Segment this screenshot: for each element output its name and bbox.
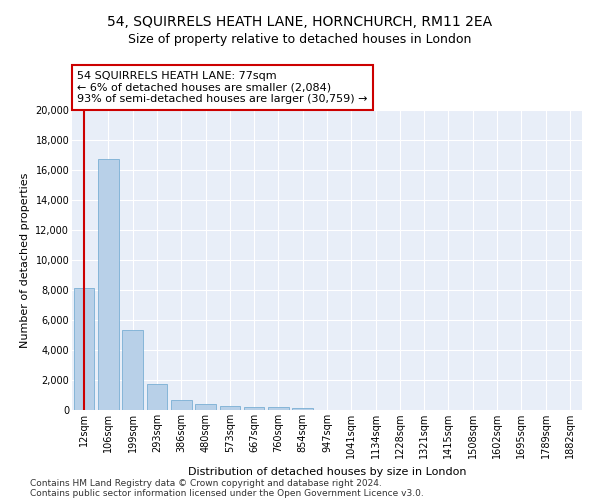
X-axis label: Distribution of detached houses by size in London: Distribution of detached houses by size … <box>188 466 466 476</box>
Bar <box>146 384 167 410</box>
Text: Contains HM Land Registry data © Crown copyright and database right 2024.: Contains HM Land Registry data © Crown c… <box>30 478 382 488</box>
Text: 54 SQUIRRELS HEATH LANE: 77sqm
← 6% of detached houses are smaller (2,084)
93% o: 54 SQUIRRELS HEATH LANE: 77sqm ← 6% of d… <box>77 71 368 104</box>
Text: Contains public sector information licensed under the Open Government Licence v3: Contains public sector information licen… <box>30 488 424 498</box>
Bar <box>171 400 191 410</box>
Bar <box>98 160 119 410</box>
Bar <box>122 330 143 410</box>
Bar <box>74 288 94 410</box>
Bar <box>195 404 216 410</box>
Y-axis label: Number of detached properties: Number of detached properties <box>20 172 30 348</box>
Bar <box>220 406 240 410</box>
Bar <box>244 406 265 410</box>
Bar <box>268 407 289 410</box>
Text: Size of property relative to detached houses in London: Size of property relative to detached ho… <box>128 32 472 46</box>
Text: 54, SQUIRRELS HEATH LANE, HORNCHURCH, RM11 2EA: 54, SQUIRRELS HEATH LANE, HORNCHURCH, RM… <box>107 15 493 29</box>
Bar <box>292 408 313 410</box>
